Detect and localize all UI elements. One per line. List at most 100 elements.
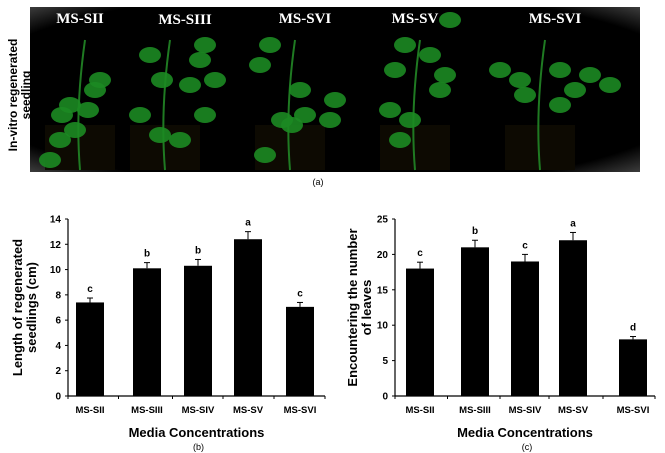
- x-tick-label: MS-SII: [75, 405, 104, 416]
- leaf: [49, 132, 71, 148]
- x-tick-label: MS-SIV: [509, 405, 542, 416]
- leaf: [379, 102, 401, 118]
- x-tick-label: MS-SIII: [131, 405, 163, 416]
- leaf: [564, 82, 586, 98]
- leaf: [429, 82, 451, 98]
- stem: [287, 39, 296, 171]
- panel-caption: (b): [193, 442, 204, 452]
- panel-a-caption: (a): [313, 177, 324, 187]
- bar: [286, 306, 314, 396]
- y-tick-label: 10: [377, 321, 389, 332]
- y-tick-label: 6: [55, 316, 61, 327]
- bar-chart-b: 0 2 4 6 8 10 12 14 c MS-SII b MS-SIII b MS-SIV a MS-SV c…: [10, 215, 326, 452]
- y-tick-label: 25: [377, 215, 389, 226]
- leaf: [579, 67, 601, 83]
- plant-label: MS-SVI: [529, 11, 582, 27]
- y-axis-title-line: Length of regenerated: [10, 239, 25, 376]
- leaf: [204, 72, 226, 88]
- x-tick-label: MS-SIII: [459, 405, 491, 416]
- significance-label: b: [472, 226, 478, 237]
- significance-label: a: [245, 218, 251, 229]
- leaf: [489, 62, 511, 78]
- significance-label: c: [417, 248, 423, 259]
- leaf: [39, 152, 61, 168]
- leaf: [149, 127, 171, 143]
- leaf: [151, 72, 173, 88]
- y-axis-title-line: seedlings (cm): [24, 262, 39, 353]
- y-tick-label: 0: [382, 392, 388, 403]
- y-tick-label: 4: [55, 341, 61, 352]
- x-tick-label: MS-SV: [233, 405, 264, 416]
- leaf: [259, 37, 281, 53]
- bar-chart-c: 0 5 10 15 20 25 c MS-SII b MS-SIII c MS-SIV a MS-SV d M…: [345, 215, 656, 452]
- side-label-line: seedling: [19, 71, 33, 120]
- y-tick-label: 20: [377, 250, 389, 261]
- panel-caption: (c): [522, 442, 533, 452]
- y-tick-label: 8: [55, 290, 61, 301]
- y-axis-title: Length of regenerated seedlings (cm): [10, 239, 39, 376]
- x-axis-title: Media Concentrations: [129, 425, 265, 440]
- bar: [511, 261, 539, 396]
- leaf: [179, 77, 201, 93]
- leaf: [51, 107, 73, 123]
- x-tick-label: MS-SIV: [182, 405, 215, 416]
- bar: [461, 247, 489, 396]
- bar: [559, 240, 587, 396]
- leaf: [319, 112, 341, 128]
- leaf: [281, 117, 303, 133]
- leaf: [389, 132, 411, 148]
- significance-label: c: [297, 288, 303, 299]
- leaf: [64, 122, 86, 138]
- stem: [162, 39, 171, 171]
- bar: [133, 268, 161, 396]
- y-tick-label: 14: [50, 215, 62, 226]
- leaf: [129, 107, 151, 123]
- y-axis-title: Encountering the number of leaves: [345, 228, 374, 386]
- plant-label: MS-SVI: [279, 11, 332, 27]
- leaf: [139, 47, 161, 63]
- y-tick-label: 10: [50, 265, 62, 276]
- y-axis-title-line: Encountering the number: [345, 228, 360, 386]
- leaf: [169, 132, 191, 148]
- x-tick-label: MS-SVI: [284, 405, 317, 416]
- bar: [184, 265, 212, 396]
- significance-label: d: [630, 323, 636, 334]
- x-axis-title: Media Concentrations: [457, 425, 593, 440]
- leaf: [77, 102, 99, 118]
- leaf: [439, 12, 461, 28]
- significance-label: c: [87, 284, 93, 295]
- plant-label: MS-SII: [56, 11, 104, 27]
- plant-label: MS-SIII: [158, 12, 212, 28]
- x-tick-label: MS-SII: [405, 405, 434, 416]
- leaf: [194, 37, 216, 53]
- y-tick-label: 0: [55, 392, 61, 403]
- leaf: [189, 52, 211, 68]
- significance-label: b: [195, 245, 201, 256]
- leaf: [254, 147, 276, 163]
- stem: [537, 39, 546, 171]
- seedling-photos: [39, 12, 621, 171]
- leaf: [249, 57, 271, 73]
- significance-label: a: [570, 218, 576, 229]
- leaf: [549, 62, 571, 78]
- panel-a-side-label: In-vitro regenerated seedling: [6, 39, 33, 152]
- leaf: [549, 97, 571, 113]
- leaf: [514, 87, 536, 103]
- leaf: [434, 67, 456, 83]
- x-tick-label: MS-SVI: [617, 405, 650, 416]
- leaf: [324, 92, 346, 108]
- panel-a-photo: MS-SII MS-SIII MS-SVI MS-SV MS-SVI: [30, 7, 640, 172]
- leaf: [509, 72, 531, 88]
- leaf: [399, 112, 421, 128]
- leaf: [89, 72, 111, 88]
- y-axis-title-line: of leaves: [359, 280, 374, 336]
- bar: [406, 268, 434, 396]
- y-tick-label: 5: [382, 356, 388, 367]
- bar: [234, 239, 262, 396]
- leaf: [394, 37, 416, 53]
- leaf: [289, 82, 311, 98]
- bar: [619, 339, 647, 396]
- side-label-line: In-vitro regenerated: [6, 39, 20, 152]
- plant-label: MS-SV: [392, 11, 439, 27]
